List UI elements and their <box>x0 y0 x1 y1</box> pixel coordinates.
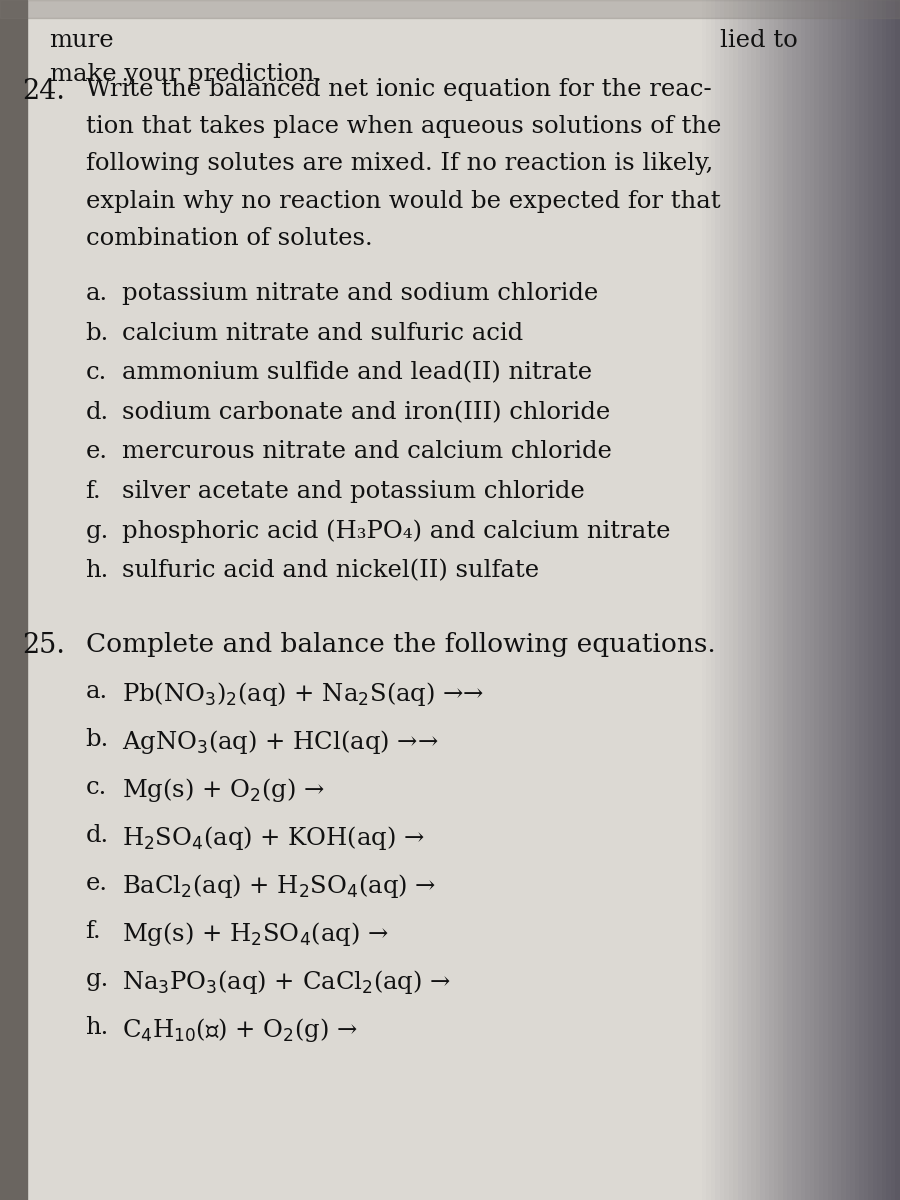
Text: h.: h. <box>86 559 109 582</box>
Text: g.: g. <box>86 968 109 991</box>
Text: make your prediction.: make your prediction. <box>50 62 321 86</box>
Text: H$_{2}$SO$_{4}$(aq) + KOH(aq) →: H$_{2}$SO$_{4}$(aq) + KOH(aq) → <box>122 824 425 852</box>
Text: Write the balanced net ionic equation for the reac-: Write the balanced net ionic equation fo… <box>86 78 711 101</box>
Text: b.: b. <box>86 322 109 344</box>
Text: d.: d. <box>86 401 109 424</box>
Text: tion that takes place when aqueous solutions of the: tion that takes place when aqueous solut… <box>86 115 721 138</box>
Text: AgNO$_{3}$(aq) + HCl(aq) →→: AgNO$_{3}$(aq) + HCl(aq) →→ <box>122 728 438 756</box>
Text: potassium nitrate and sodium chloride: potassium nitrate and sodium chloride <box>122 282 598 305</box>
Text: following solutes are mixed. If no reaction is likely,: following solutes are mixed. If no react… <box>86 152 713 175</box>
Text: Mg(s) + H$_{2}$SO$_{4}$(aq) →: Mg(s) + H$_{2}$SO$_{4}$(aq) → <box>122 920 388 948</box>
Text: phosphoric acid (H₃PO₄) and calcium nitrate: phosphoric acid (H₃PO₄) and calcium nitr… <box>122 520 670 544</box>
Text: explain why no reaction would be expected for that: explain why no reaction would be expecte… <box>86 190 720 212</box>
Text: g.: g. <box>86 520 109 542</box>
Text: 24.: 24. <box>22 78 66 104</box>
Text: BaCl$_{2}$(aq) + H$_{2}$SO$_{4}$(aq) →: BaCl$_{2}$(aq) + H$_{2}$SO$_{4}$(aq) → <box>122 872 436 900</box>
Text: mercurous nitrate and calcium chloride: mercurous nitrate and calcium chloride <box>122 440 611 463</box>
Text: sodium carbonate and iron(III) chloride: sodium carbonate and iron(III) chloride <box>122 401 610 424</box>
Text: Na$_{3}$PO$_{3}$(aq) + CaCl$_{2}$(aq) →: Na$_{3}$PO$_{3}$(aq) + CaCl$_{2}$(aq) → <box>122 968 451 996</box>
Text: Pb(NO$_{3}$)$_{2}$(aq) + Na$_{2}$S(aq) →→: Pb(NO$_{3}$)$_{2}$(aq) + Na$_{2}$S(aq) →… <box>122 680 484 708</box>
Text: Complete and balance the following equations.: Complete and balance the following equat… <box>86 632 716 658</box>
Text: a.: a. <box>86 282 108 305</box>
Text: calcium nitrate and sulfuric acid: calcium nitrate and sulfuric acid <box>122 322 523 344</box>
Text: e.: e. <box>86 440 107 463</box>
Text: f.: f. <box>86 920 101 943</box>
Text: silver acetate and potassium chloride: silver acetate and potassium chloride <box>122 480 584 503</box>
Text: ammonium sulfide and lead(II) nitrate: ammonium sulfide and lead(II) nitrate <box>122 361 591 384</box>
Text: lied to: lied to <box>720 29 797 52</box>
Text: h.: h. <box>86 1016 109 1039</box>
Text: combination of solutes.: combination of solutes. <box>86 227 372 250</box>
Text: d.: d. <box>86 824 109 847</box>
Text: c.: c. <box>86 776 107 799</box>
Text: e.: e. <box>86 872 107 895</box>
Bar <box>0 0 900 18</box>
Text: mure: mure <box>50 29 114 52</box>
Text: f.: f. <box>86 480 101 503</box>
Text: Mg(s) + O$_{2}$(g) →: Mg(s) + O$_{2}$(g) → <box>122 776 324 804</box>
Text: C$_{4}$H$_{10}$(ℓ) + O$_{2}$(g) →: C$_{4}$H$_{10}$(ℓ) + O$_{2}$(g) → <box>122 1016 357 1044</box>
Text: sulfuric acid and nickel(II) sulfate: sulfuric acid and nickel(II) sulfate <box>122 559 538 582</box>
Text: 25.: 25. <box>22 632 66 659</box>
Bar <box>0 0 27 1200</box>
Text: a.: a. <box>86 680 108 703</box>
Text: b.: b. <box>86 728 109 751</box>
Text: c.: c. <box>86 361 107 384</box>
